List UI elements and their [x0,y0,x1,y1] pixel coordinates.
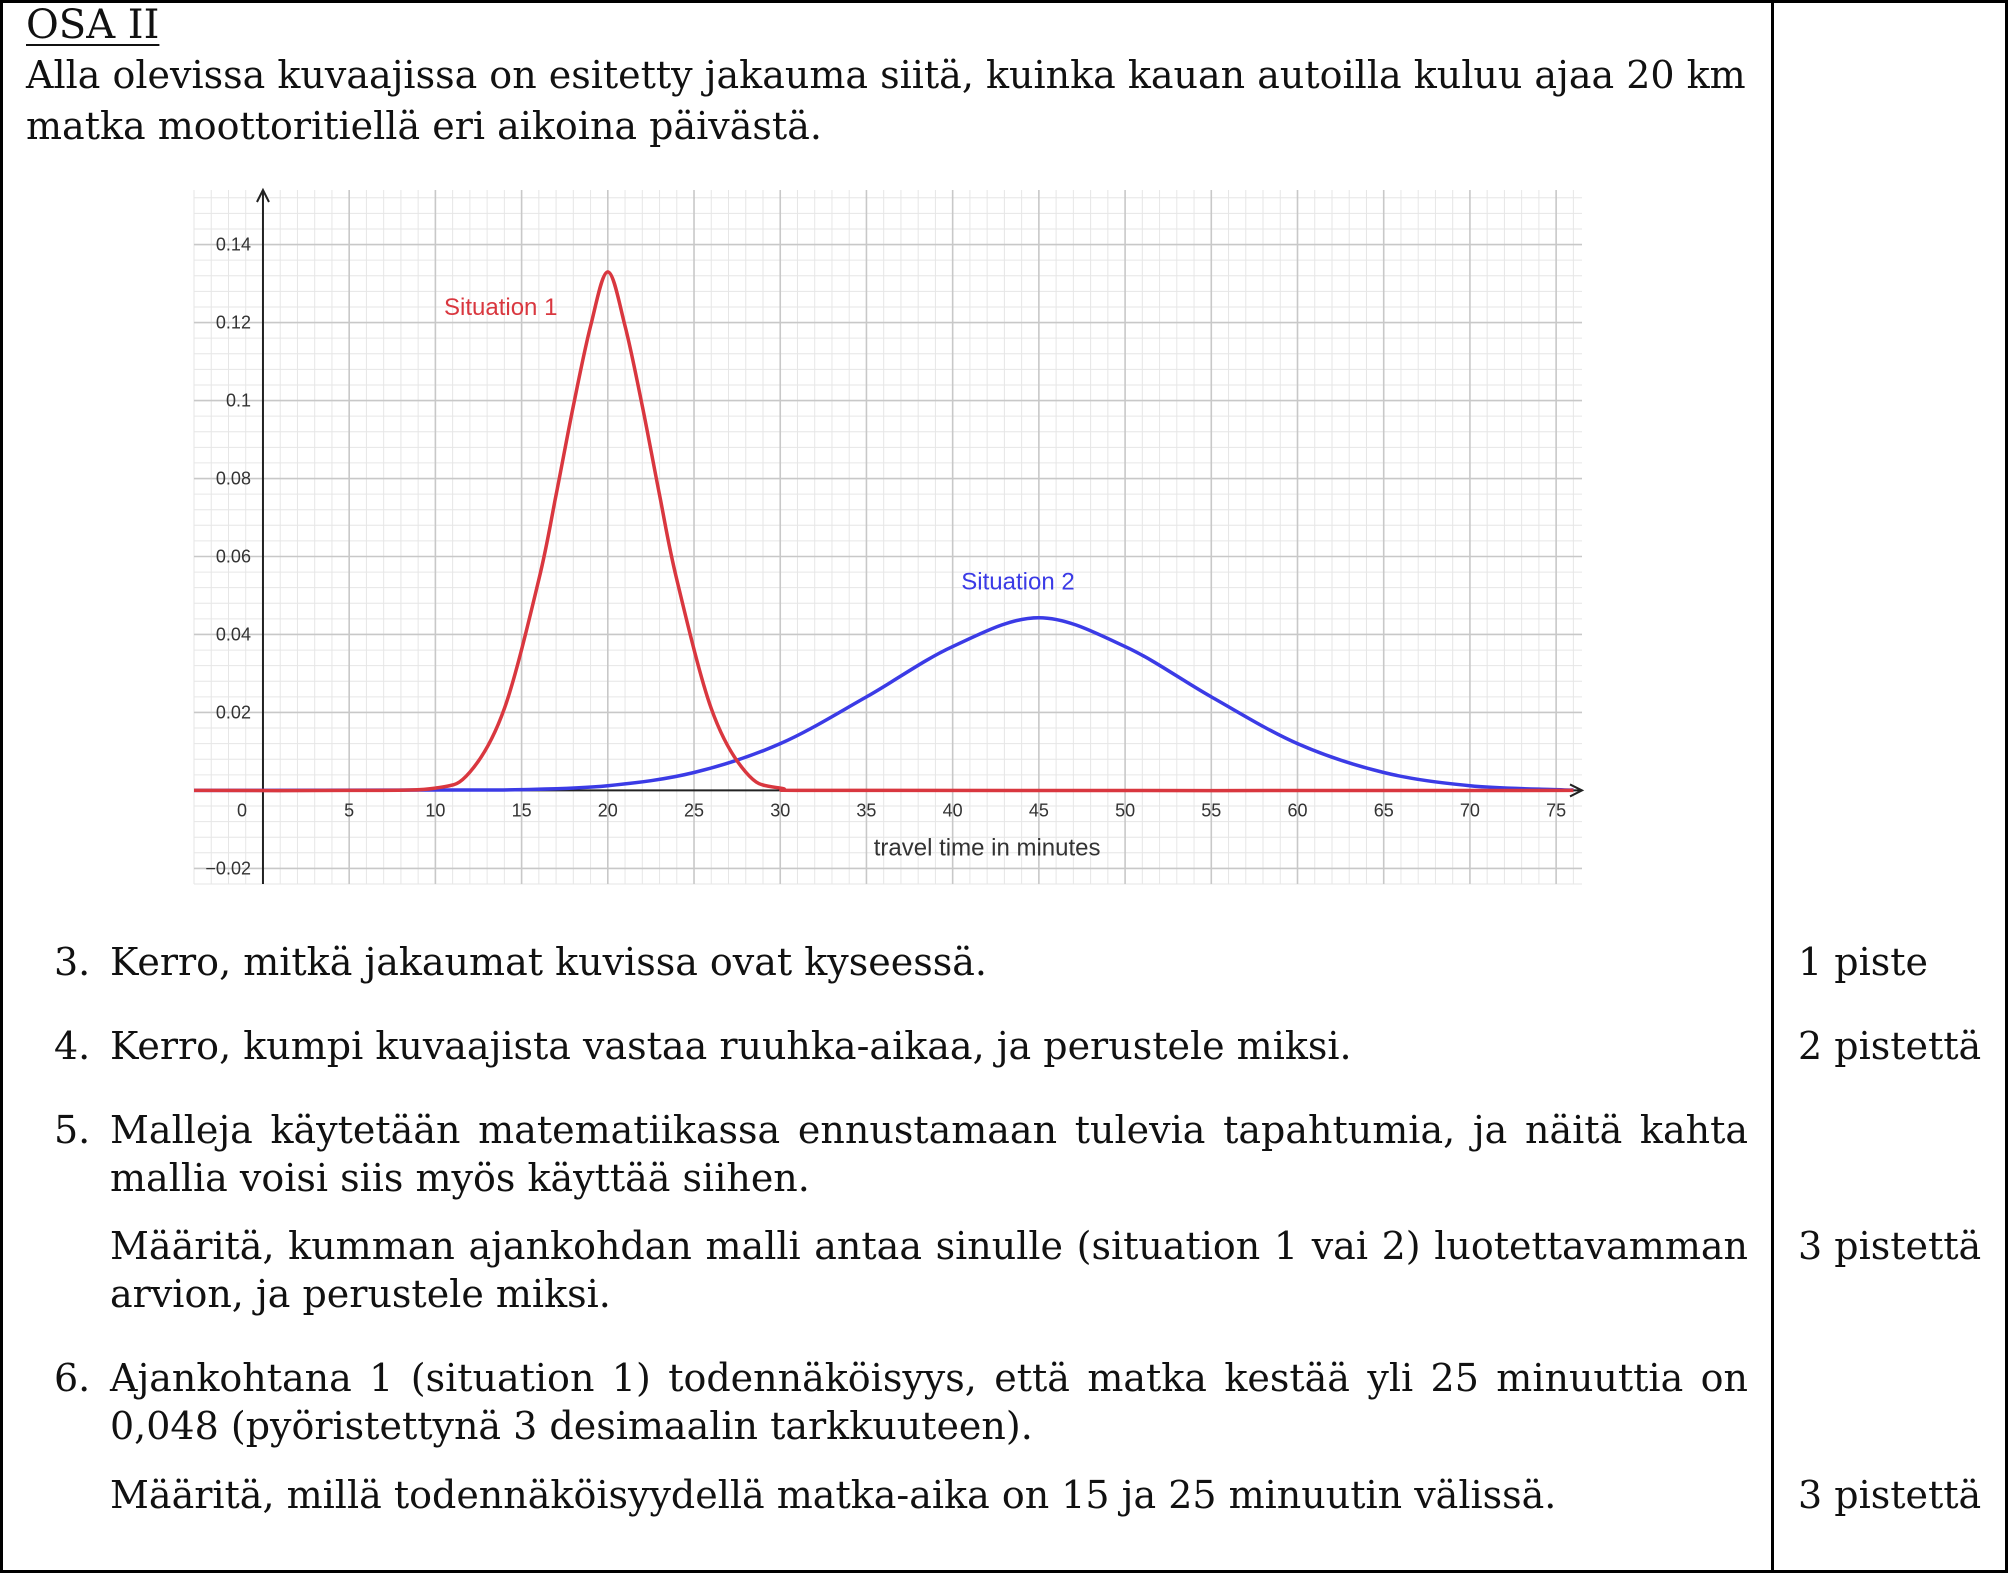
section-title: OSA II [26,2,160,48]
border-left [0,0,3,1573]
y-tick-label: 0.02 [216,702,251,722]
intro-text: Alla olevissa kuvaajissa on esitetty jak… [26,53,1746,148]
curves [193,270,1574,793]
question-text: Kerro, kumpi kuvaajista vastaa ruuhka-ai… [110,1024,1352,1068]
question-text: Määritä, millä todennäköisyydellä matka-… [110,1473,1557,1517]
grid-major [194,190,1582,884]
origin-label: 0 [237,800,247,820]
grid-minor [193,190,1582,885]
border-bottom [0,1570,2008,1573]
question-text: Määritä, kumman ajankohdan malli antaa s… [110,1224,1748,1316]
x-tick-label: 60 [1287,800,1307,820]
y-tick-label: 0.1 [226,391,251,411]
x-tick-label: 25 [684,800,704,820]
question-points: 3 pistettä [1798,1224,1982,1268]
y-tick-label: −0.02 [205,858,251,878]
travel-time-chart: 5 10 15 20 25 30 35 40 45 50 55 60 65 70 75 0.02 0.04 0.0… [193,187,1585,885]
y-tick-label: 0.06 [216,546,251,566]
x-tick-label: 5 [344,800,354,820]
question-text: Malleja käytetään matematiikassa ennusta… [110,1108,1748,1200]
x-tick-label: 65 [1374,800,1394,820]
x-tick-label: 45 [1029,800,1049,820]
question-text: Kerro, mitkä jakaumat kuvissa ovat kysee… [110,940,987,984]
x-tick-label: 70 [1460,800,1480,820]
axes [194,187,1585,884]
x-tick-label: 75 [1546,800,1566,820]
question-number: 6. [54,1356,91,1400]
situation-2-curve [193,615,1574,793]
question-number: 5. [54,1108,91,1152]
x-tick-label: 15 [512,800,532,820]
border-top [0,0,2008,3]
points-column-divider [1771,0,1774,1573]
question-text: Ajankohtana 1 (situation 1) todennäköisy… [110,1356,1748,1448]
question-points: 2 pistettä [1798,1024,1982,1068]
tick-labels: 5 10 15 20 25 30 35 40 45 50 55 60 65 70 75 0.02 0.04 0.0… [205,235,1566,879]
x-tick-label: 40 [943,800,963,820]
x-axis-label: travel time in minutes [874,834,1101,861]
y-tick-label: 0.12 [216,313,251,333]
situation-1-curve [193,270,1574,793]
border-right [2005,0,2008,1573]
x-tick-label: 50 [1115,800,1135,820]
x-tick-label: 20 [598,800,618,820]
y-tick-label: 0.14 [216,235,251,255]
y-axis-arrow [256,187,270,203]
series-labels: Situation 1 Situation 2 [444,294,1075,596]
x-tick-label: 30 [770,800,790,820]
situation-2-label: Situation 2 [961,569,1074,596]
x-axis-arrow [1569,783,1585,798]
x-tick-label: 35 [856,800,876,820]
question-number: 3. [54,940,91,984]
question-points: 3 pistettä [1798,1473,1982,1517]
y-tick-label: 0.08 [216,469,251,489]
x-tick-label: 10 [425,800,445,820]
x-tick-label: 55 [1201,800,1221,820]
y-tick-label: 0.04 [216,624,251,644]
question-number: 4. [54,1024,91,1068]
situation-1-label: Situation 1 [444,294,557,321]
question-points: 1 piste [1798,940,1928,984]
